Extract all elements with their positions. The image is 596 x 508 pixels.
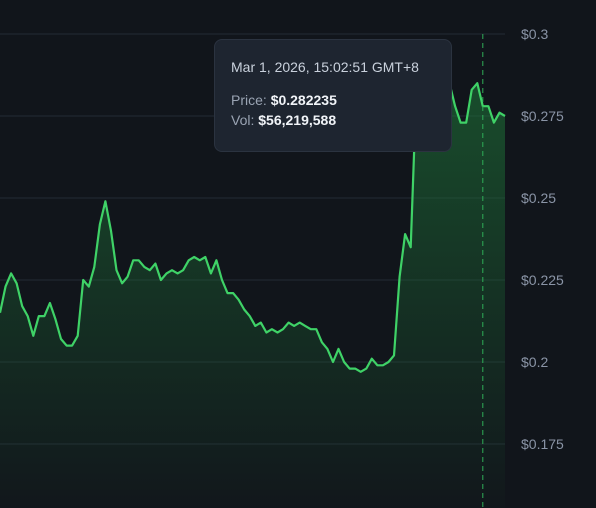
tooltip-price-row: Price: $0.282235: [231, 90, 435, 110]
y-tick-label: $0.3: [521, 26, 548, 42]
tooltip-vol-label: Vol:: [231, 112, 255, 128]
price-area: [0, 83, 505, 508]
tooltip-price-value: $0.282235: [270, 92, 337, 108]
tooltip-vol-value: $56,219,588: [258, 112, 337, 128]
y-tick-label: $0.2: [521, 354, 548, 370]
price-tooltip: Mar 1, 2026, 15:02:51 GMT+8 Price: $0.28…: [214, 39, 452, 152]
y-tick-label: $0.175: [521, 436, 564, 452]
y-tick-label: $0.275: [521, 108, 564, 124]
y-axis: $0.3 $0.275 $0.25 $0.225 $0.2 $0.175: [521, 26, 564, 452]
y-tick-label: $0.25: [521, 190, 556, 206]
tooltip-price-label: Price:: [231, 92, 267, 108]
tooltip-time: Mar 1, 2026, 15:02:51 GMT+8: [231, 59, 419, 75]
tooltip-vol-row: Vol: $56,219,588: [231, 110, 435, 130]
y-tick-label: $0.225: [521, 272, 564, 288]
